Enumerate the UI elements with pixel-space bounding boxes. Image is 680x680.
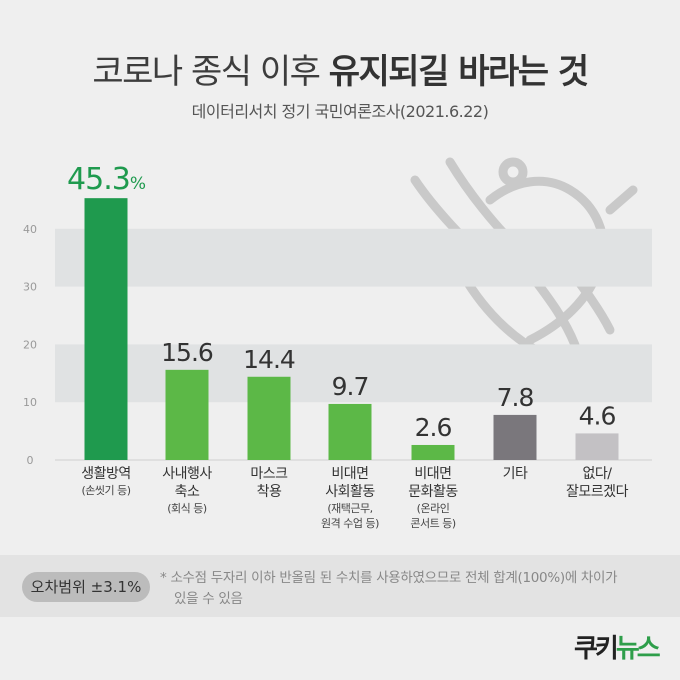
x-tick-label: 비대면 xyxy=(331,466,368,482)
bar xyxy=(493,414,537,460)
y-tick-label: 30 xyxy=(23,281,37,294)
logo-part1: 쿠키 xyxy=(574,634,619,664)
x-tick-label: 없다/ xyxy=(583,466,613,482)
bar xyxy=(84,198,128,460)
x-tick-sublabel: (회식 등) xyxy=(167,502,207,515)
bar xyxy=(247,376,291,460)
value-label: 14.4 xyxy=(243,345,295,374)
y-tick-label: 20 xyxy=(23,338,37,351)
value-label: 4.6 xyxy=(579,401,616,430)
chart-subtitle: 데이터리서치 정기 국민여론조사(2021.6.22) xyxy=(191,102,489,121)
y-tick-label: 0 xyxy=(27,454,34,467)
y-tick-label: 40 xyxy=(23,223,37,236)
bar-chart: 0 10 20 30 40 45.3% 15.6 14.4 9.7 2.6 7.8 4.6 생활방역… xyxy=(23,162,652,530)
x-tick-sublabel: (손씻기 등) xyxy=(81,484,130,497)
footnote: * 소수점 두자리 이하 반올림 된 수치를 사용하였으므로 전체 합계(100… xyxy=(160,568,670,610)
logo-part2: 뉴스 xyxy=(615,634,661,664)
x-tick-label: 마스크 xyxy=(250,466,288,482)
x-tick-label: 생활방역 xyxy=(81,466,131,482)
percent-suffix: % xyxy=(130,174,146,194)
x-tick-label: 문화활동 xyxy=(408,484,458,500)
x-tick-label: 사회활동 xyxy=(325,484,375,500)
x-tick-label: 잘모르겠다 xyxy=(566,484,629,500)
x-tick-label: 기타 xyxy=(503,466,528,482)
x-tick-sublabel: 콘서트 등) xyxy=(410,517,455,530)
title-part2: 유지되길 바라는 것 xyxy=(328,52,589,92)
x-tick-label: 사내행사 xyxy=(162,466,212,482)
title-part1: 코로나 종식 이후 xyxy=(92,52,321,92)
x-tick-label: 비대면 xyxy=(414,466,451,482)
x-tick-sublabel: 원격 수업 등) xyxy=(321,517,379,530)
footnote-line-1: * 소수점 두자리 이하 반올림 된 수치를 사용하였으므로 전체 합계(100… xyxy=(160,570,618,586)
value-label: 2.6 xyxy=(415,413,452,442)
value-label: 45.3% xyxy=(67,162,146,197)
x-tick-label: 착용 xyxy=(257,484,282,500)
error-margin-badge: 오차범위 ±3.1% xyxy=(22,572,150,602)
bar xyxy=(575,433,619,460)
chart-title: 코로나 종식 이후 유지되길 바라는 것 xyxy=(0,44,680,93)
bar xyxy=(328,403,372,460)
y-tick-label: 10 xyxy=(23,396,37,409)
footnote-line-2: 있을 수 있음 xyxy=(174,591,243,607)
grid-band xyxy=(55,228,652,287)
bar xyxy=(411,444,455,460)
x-tick-sublabel: (재택근무, xyxy=(327,502,372,515)
value-label: 9.7 xyxy=(332,372,369,401)
x-tick-sublabel: (온라인 xyxy=(417,502,450,515)
x-tick-label: 축소 xyxy=(175,484,200,500)
grid-band xyxy=(55,344,652,403)
kukinews-logo: 쿠키뉴스 xyxy=(574,628,661,665)
value-label: 7.8 xyxy=(497,383,534,412)
value-label: 15.6 xyxy=(161,338,213,367)
bar xyxy=(165,369,209,460)
